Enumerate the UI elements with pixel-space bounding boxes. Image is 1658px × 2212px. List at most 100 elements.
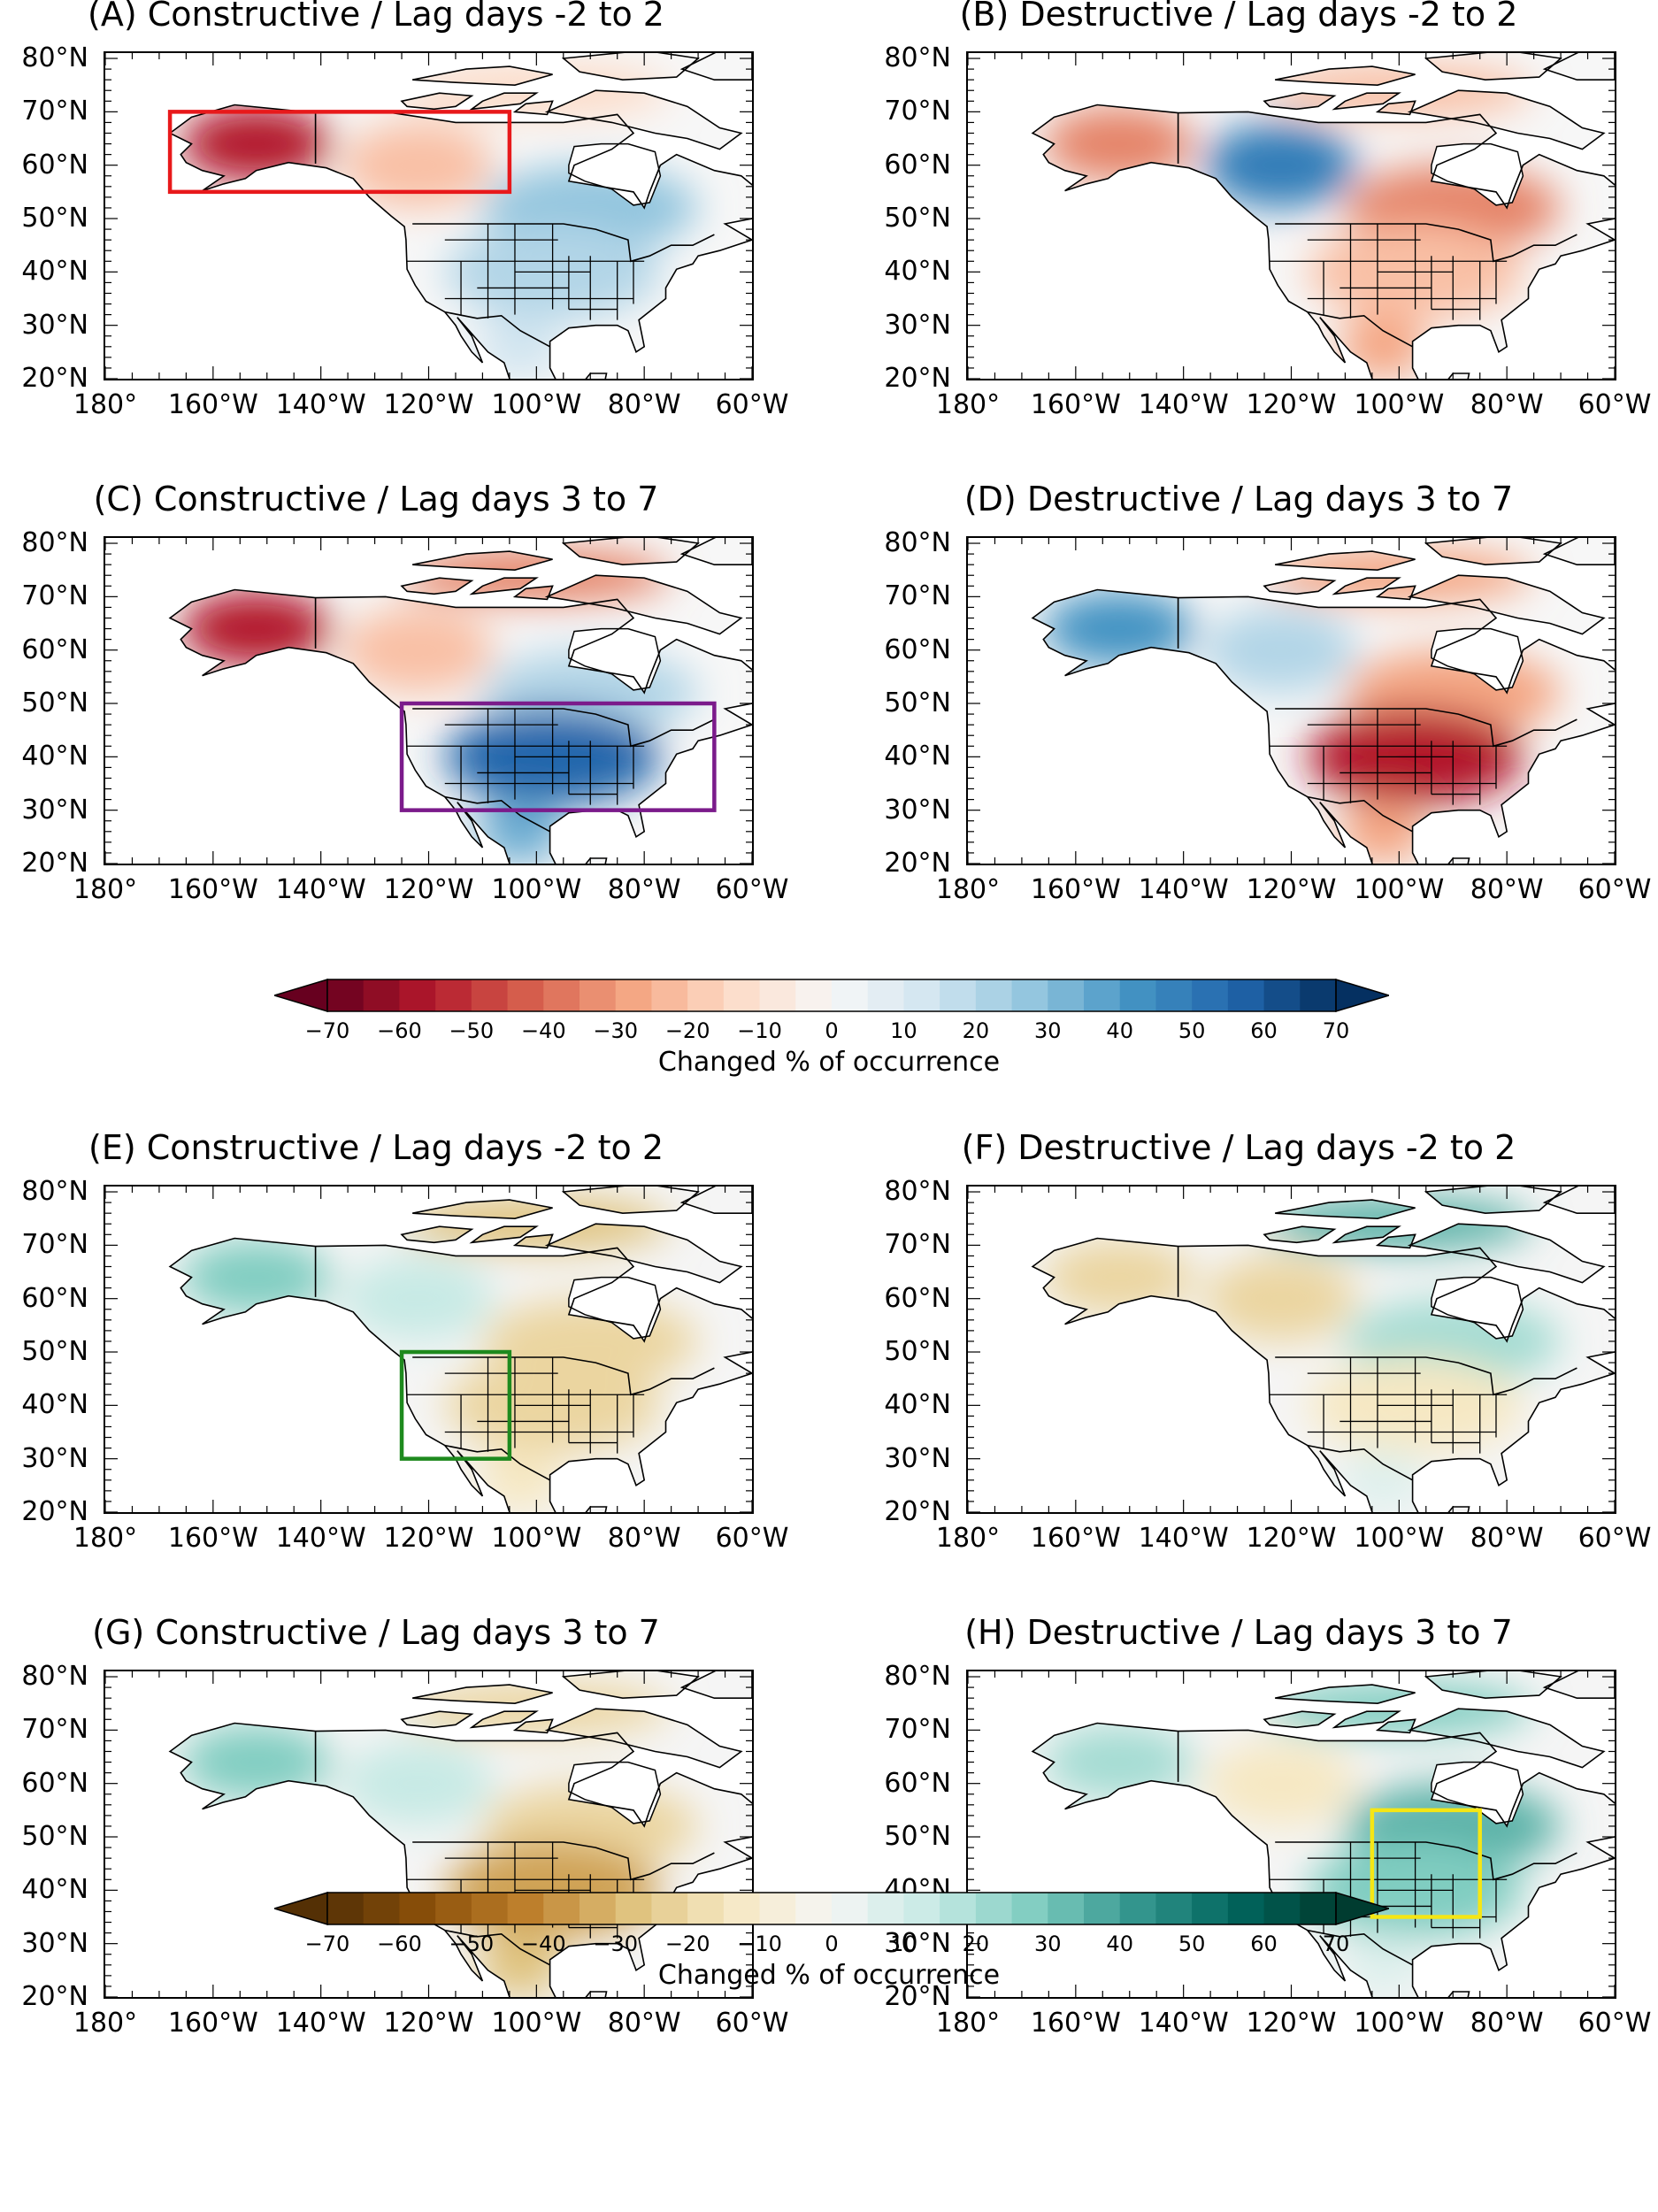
- lat-tick-label: 70°N: [884, 1714, 951, 1746]
- map-frame: [966, 536, 1616, 865]
- lat-tick-label: 50°N: [21, 687, 88, 719]
- coastline: [1332, 1225, 1401, 1244]
- lat-tick-label: 50°N: [21, 1821, 88, 1853]
- coastline: [679, 538, 752, 566]
- colorbar-title: Changed % of occurrence: [657, 1047, 1001, 1078]
- region-box: [399, 701, 717, 812]
- lon-tick-label: 160°W: [1030, 1523, 1121, 1554]
- hudson-bay: [1431, 1761, 1524, 1824]
- anomaly-region-westcanada: [1205, 1740, 1356, 1826]
- colorbar-outline: [326, 979, 1337, 1012]
- lat-tick-label: 80°N: [884, 527, 951, 559]
- coastline: [512, 1233, 554, 1249]
- colorbar-bin: [471, 1893, 509, 1924]
- lat-tick-label: 70°N: [21, 1714, 88, 1746]
- lat-tick-label: 50°N: [884, 1336, 951, 1368]
- lat-tick-label: 60°N: [21, 149, 88, 180]
- lon-tick-label: 180°: [935, 389, 1001, 420]
- lat-tick-label: 60°N: [884, 1767, 951, 1799]
- anomaly-region-westcanada: [342, 1256, 494, 1341]
- colorbar-tick-label: 50: [1178, 1932, 1206, 1956]
- coastline: [1542, 1187, 1615, 1215]
- coastline: [1407, 574, 1606, 635]
- colorbar-tick-label: 10: [890, 1932, 917, 1956]
- coastline: [1031, 1722, 1615, 1997]
- lat-tick-label: 60°N: [21, 634, 88, 665]
- coastline: [1275, 550, 1416, 572]
- map-panel-G: (G) Constructive / Lag days 3 to 7 80°N 70…: [0, 1613, 796, 2078]
- lon-tick-label: 160°W: [1030, 2008, 1121, 2039]
- colorbar-tick-label: −20: [664, 1932, 710, 1956]
- lat-tick-label: 80°N: [21, 527, 88, 559]
- lat-tick-label: 40°N: [21, 1389, 88, 1421]
- colorbar-bin: [795, 979, 833, 1011]
- panel-title: (D) Destructive / Lag days 3 to 7: [963, 480, 1514, 518]
- colorbar-tick-label: 0: [825, 1932, 839, 1956]
- colorbar-bin: [940, 1893, 977, 1924]
- lon-tick-label: 60°W: [1577, 2008, 1652, 2039]
- lat-tick-label: 80°N: [884, 1176, 951, 1208]
- colorbar-bin: [1011, 979, 1048, 1011]
- lon-tick-label: 100°W: [1354, 874, 1445, 905]
- anomaly-region-westcanada: [342, 122, 494, 208]
- colorbar-bin: [903, 1893, 940, 1924]
- coastline: [400, 92, 474, 111]
- anomaly-field: [170, 1671, 752, 1997]
- coastline: [1263, 1710, 1337, 1729]
- lat-tick-label: 30°N: [884, 794, 951, 826]
- coastline: [679, 53, 752, 81]
- colorbar-tick-label: −70: [304, 1018, 350, 1043]
- colorbar-bin: [1155, 979, 1193, 1011]
- coastline: [400, 577, 474, 595]
- lat-tick-label: 70°N: [21, 1229, 88, 1261]
- lat-tick-label: 80°N: [884, 42, 951, 74]
- hudson-bay: [568, 142, 662, 206]
- map-frame: [966, 51, 1616, 380]
- coastline: [1031, 588, 1615, 864]
- coastline: [1263, 1225, 1337, 1244]
- coastline: [544, 574, 743, 635]
- colorbar-tick-label: 40: [1106, 1018, 1133, 1043]
- lon-tick-label: 160°W: [167, 874, 258, 905]
- coastline: [1375, 100, 1416, 116]
- lon-tick-label: 60°W: [1577, 1523, 1652, 1554]
- coastline: [1424, 1671, 1562, 1700]
- anomaly-region-westcanada: [342, 607, 494, 693]
- colorbar-extend-max: [1335, 1891, 1392, 1926]
- coastline: [469, 577, 539, 595]
- colorbar-rb: −70 −60 −50 −40 −30 −20 −10 0 10 20 30 40 50 60 70: [272, 978, 1392, 1043]
- coastline: [1031, 1237, 1615, 1512]
- lat-tick-label: 30°N: [884, 309, 951, 341]
- colorbar-bin: [1192, 1893, 1229, 1924]
- colorbar-tick-label: 70: [1322, 1932, 1350, 1956]
- lat-tick-label: 50°N: [21, 1336, 88, 1368]
- state-borders: [407, 224, 645, 320]
- colorbar-title: Changed % of occurrence: [657, 1960, 1001, 1991]
- coastline: [512, 100, 554, 116]
- colorbar-bin: [1192, 979, 1229, 1011]
- colorbar-tick-label: −10: [737, 1932, 782, 1956]
- map-panel-C: (C) Constructive / Lag days 3 to 7 80°N 70…: [0, 480, 796, 945]
- colorbar-tick-label: 30: [1034, 1018, 1062, 1043]
- coastline: [1407, 89, 1606, 150]
- lat-tick-label: 20°N: [21, 1981, 88, 2012]
- lon-tick-label: 80°W: [607, 389, 681, 420]
- colorbar-bin: [832, 979, 869, 1011]
- coastline: [561, 53, 700, 81]
- coastline: [1275, 1199, 1416, 1220]
- lat-tick-label: 70°N: [884, 580, 951, 612]
- coastline: [544, 89, 743, 150]
- colorbar-tick-label: 20: [962, 1932, 990, 1956]
- anomaly-field: [1032, 1187, 1615, 1512]
- colorbar-bin: [1263, 1893, 1301, 1924]
- national-border: [1307, 795, 1413, 833]
- coastline: [1424, 53, 1562, 81]
- coastline: [512, 1718, 554, 1734]
- lon-tick-label: 60°W: [1577, 389, 1652, 420]
- lat-tick-label: 40°N: [21, 256, 88, 288]
- coastline: [1542, 538, 1615, 566]
- coastline: [469, 92, 539, 111]
- colorbar-tick-label: −30: [593, 1018, 639, 1043]
- coastline: [512, 585, 554, 601]
- lat-tick-label: 50°N: [884, 1821, 951, 1853]
